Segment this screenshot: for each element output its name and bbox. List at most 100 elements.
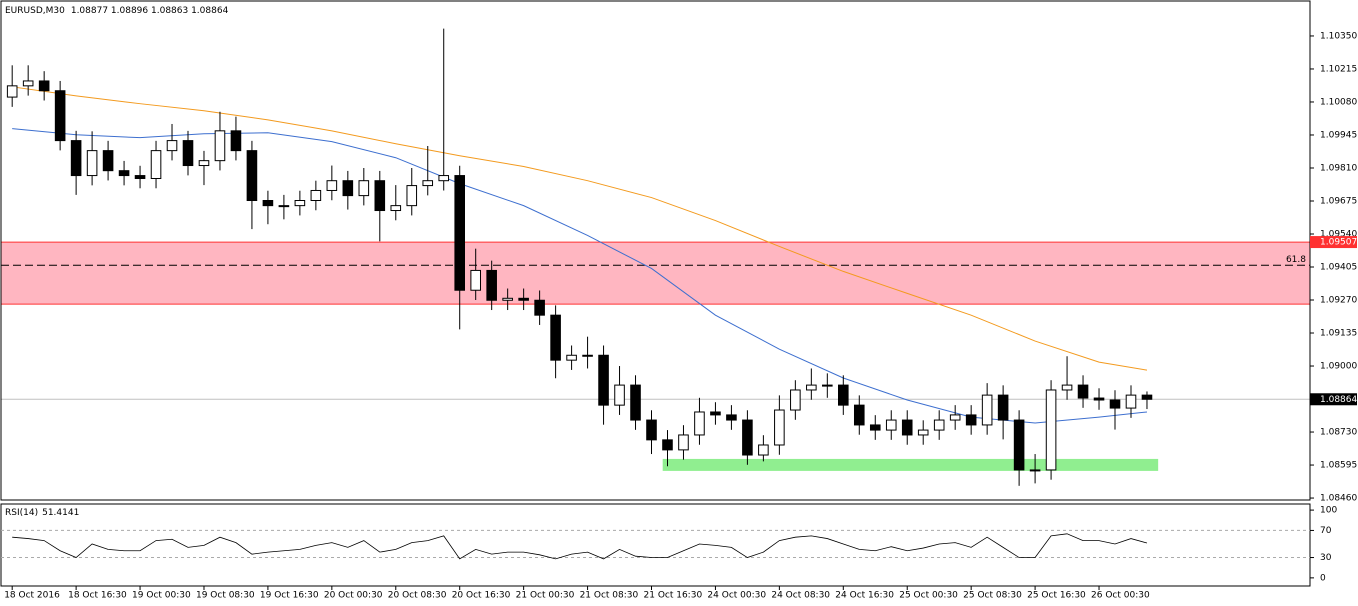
candle-body [774, 409, 785, 446]
candle-body [790, 389, 801, 411]
x-tick-label: 20 Oct 00:30 [324, 591, 383, 601]
candle-body [853, 404, 865, 426]
x-tick-label: 21 Oct 16:30 [644, 591, 703, 601]
candle-body [1013, 419, 1025, 471]
candle-body [374, 180, 386, 212]
candle-body [1109, 399, 1121, 409]
candle-body [198, 160, 210, 167]
y-tick-label: 1.09270 [1320, 296, 1357, 306]
rsi-tick-label: 0 [1320, 573, 1326, 583]
candle-body [694, 411, 705, 436]
candle-body [470, 269, 481, 291]
candle-body [630, 384, 641, 421]
x-tick-label: 24 Oct 16:30 [835, 591, 894, 601]
candle-body [566, 354, 577, 361]
zone-price-label: 1.09507 [1320, 238, 1357, 248]
x-tick-label: 25 Oct 16:30 [1027, 591, 1086, 601]
x-tick-label: 19 Oct 16:30 [260, 591, 319, 601]
candle-body [1141, 394, 1153, 400]
x-tick-label: 25 Oct 08:30 [963, 591, 1022, 601]
candle-body [102, 150, 114, 172]
candle-body [54, 90, 66, 142]
candle-body [901, 419, 913, 436]
candle-body [166, 140, 178, 152]
candle-body [38, 80, 50, 92]
candle-body [949, 414, 961, 421]
y-tick-label: 1.09945 [1320, 130, 1357, 140]
candle-body [534, 299, 545, 316]
zone-price-tag [1310, 236, 1357, 249]
candle-body [214, 130, 226, 162]
x-tick-label: 20 Oct 08:30 [388, 591, 447, 601]
candle-body [326, 180, 338, 191]
y-tick-label: 1.09810 [1320, 163, 1357, 173]
candle-body [933, 419, 945, 431]
rsi-tick-label: 100 [1320, 506, 1337, 516]
candle-body [917, 429, 929, 436]
candle-body [806, 384, 817, 391]
candle-body [1125, 394, 1137, 409]
candle-body [390, 205, 402, 212]
candle-body [150, 150, 162, 179]
zone [1, 242, 1310, 305]
rsi-tick-label: 70 [1320, 526, 1332, 536]
candle-body [710, 411, 721, 416]
y-tick-label: 1.09405 [1320, 263, 1357, 273]
candle-body [358, 180, 370, 197]
candle-body [22, 80, 34, 87]
y-tick-label: 1.08730 [1320, 428, 1357, 438]
price-label: 1.08864 [1320, 395, 1357, 405]
candle-body [1045, 389, 1057, 471]
candle-body [838, 384, 849, 406]
candle-body [614, 384, 625, 406]
chart-title: EURUSD,M30 1.08877 1.08896 1.08863 1.0886… [5, 6, 229, 16]
x-tick-label: 20 Oct 16:30 [452, 591, 511, 601]
candle-body [965, 414, 977, 426]
x-tick-label: 19 Oct 00:30 [132, 591, 191, 601]
fib-label: 61.8 [1286, 255, 1306, 265]
price-tag [1310, 393, 1357, 406]
candle-body [550, 314, 561, 361]
rsi-label: RSI(14) 51.4141 [5, 508, 79, 518]
candle-body [997, 394, 1009, 421]
candle-body [278, 205, 290, 208]
candle-body [1093, 397, 1105, 401]
rsi-line [12, 533, 1148, 560]
x-tick-label: 21 Oct 00:30 [516, 591, 575, 601]
candle-body [406, 185, 418, 207]
candle-body [134, 175, 146, 179]
candle-body [981, 394, 993, 426]
candle-body [342, 180, 354, 197]
candle-body [1077, 384, 1089, 399]
quote: 1.08877 1.08896 1.08863 1.08864 [71, 6, 229, 16]
x-tick-label: 25 Oct 00:30 [899, 591, 958, 601]
y-tick-label: 1.09540 [1320, 229, 1357, 239]
candle-body [118, 170, 130, 177]
candle-body [454, 175, 466, 291]
y-tick-label: 1.10350 [1320, 31, 1357, 41]
candle-body [70, 140, 82, 177]
x-tick-label: 18 Oct 16:30 [68, 591, 127, 601]
candle-body [502, 297, 513, 301]
candle-body [294, 200, 306, 207]
x-tick-label: 26 Oct 00:30 [1091, 591, 1150, 601]
candle-body [598, 354, 609, 406]
rsi-tick-label: 30 [1320, 553, 1332, 563]
candle-body [678, 434, 689, 451]
candle-body [822, 384, 833, 387]
x-tick-label: 24 Oct 08:30 [771, 591, 830, 601]
candle-body [726, 414, 737, 421]
candle-body [1029, 469, 1041, 472]
rsi-value: 51.4141 [42, 508, 79, 518]
y-tick-label: 1.09135 [1320, 329, 1357, 339]
x-tick-label: 24 Oct 00:30 [707, 591, 766, 601]
rsi-name: RSI(14) [5, 508, 38, 518]
candle-body [310, 189, 322, 202]
candle-body [885, 419, 897, 431]
moving-average [12, 86, 1148, 371]
price-pane-frame [0, 0, 1311, 501]
candle-body [742, 419, 753, 456]
candle-body [646, 419, 657, 441]
candle-body [758, 444, 769, 456]
